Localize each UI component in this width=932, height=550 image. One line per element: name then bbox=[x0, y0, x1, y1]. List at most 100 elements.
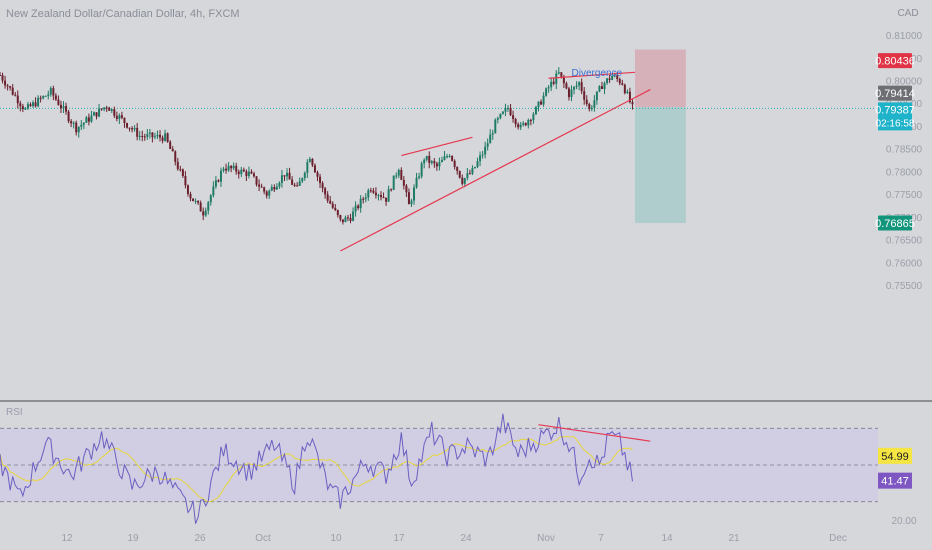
candle-body bbox=[352, 211, 355, 221]
candle-body bbox=[344, 217, 347, 223]
candle-body bbox=[466, 173, 469, 179]
candle-body bbox=[308, 158, 311, 163]
candle-body bbox=[85, 117, 88, 123]
candle-body bbox=[540, 101, 543, 105]
rsi-ma-line bbox=[0, 435, 633, 503]
candle-body bbox=[481, 154, 484, 156]
candle-body bbox=[565, 83, 568, 89]
candle-body bbox=[217, 180, 220, 182]
candle-body bbox=[189, 193, 192, 199]
candle-body bbox=[240, 169, 243, 175]
candle-body bbox=[606, 78, 609, 84]
candle-body bbox=[260, 186, 263, 188]
candle-body bbox=[324, 188, 327, 195]
candle-body bbox=[326, 194, 329, 201]
candle-body bbox=[387, 189, 390, 202]
target-price-label-bg bbox=[878, 215, 912, 231]
trendline-3 bbox=[548, 71, 636, 79]
stop-loss-zone bbox=[635, 49, 686, 108]
candle-body bbox=[237, 171, 240, 175]
candle-body bbox=[583, 91, 586, 100]
candle-body bbox=[374, 192, 377, 196]
candle-body bbox=[547, 87, 550, 89]
candle-body bbox=[192, 198, 195, 202]
candle-body bbox=[265, 191, 268, 196]
candle-body bbox=[593, 100, 596, 108]
candle-body bbox=[588, 104, 591, 110]
candle-body bbox=[258, 184, 261, 187]
candle-body bbox=[595, 91, 598, 101]
candle-body bbox=[334, 207, 337, 211]
candle-body bbox=[174, 151, 177, 162]
target-price-label: 0.76865 bbox=[875, 218, 915, 230]
rsi-line bbox=[0, 413, 633, 524]
candle-body bbox=[430, 161, 433, 163]
time-tick-label: Oct bbox=[255, 533, 271, 544]
candle-body bbox=[270, 187, 273, 191]
candle-body bbox=[11, 87, 14, 95]
candle-body bbox=[573, 86, 576, 90]
candle-body bbox=[143, 136, 146, 138]
trendline-2 bbox=[401, 136, 473, 157]
candle-body bbox=[372, 190, 375, 193]
candle-body bbox=[473, 167, 476, 169]
candle-body bbox=[479, 155, 482, 162]
time-tick-label: 17 bbox=[393, 533, 405, 544]
candle-body bbox=[575, 85, 578, 87]
candle-body bbox=[415, 177, 418, 188]
candle-body bbox=[14, 94, 17, 96]
candle-body bbox=[209, 195, 212, 203]
candle-body bbox=[395, 175, 398, 177]
candle-body bbox=[311, 158, 314, 166]
candle-body bbox=[255, 176, 258, 185]
candle-body bbox=[613, 75, 616, 77]
price-axis-currency: CAD bbox=[897, 8, 918, 19]
candle-body bbox=[113, 109, 116, 116]
candle-body bbox=[92, 112, 95, 116]
candle-body bbox=[90, 115, 93, 122]
candle-body bbox=[438, 162, 441, 167]
candle-body bbox=[296, 185, 299, 187]
candle-body bbox=[329, 200, 332, 204]
candle-body bbox=[420, 163, 423, 177]
candle-body bbox=[138, 135, 141, 137]
candle-body bbox=[362, 198, 365, 200]
candle-body bbox=[108, 107, 111, 111]
candle-body bbox=[225, 168, 228, 171]
candle-body bbox=[131, 128, 134, 130]
time-tick-label: 21 bbox=[728, 533, 740, 544]
candle-body bbox=[507, 108, 509, 110]
candle-body bbox=[316, 172, 319, 177]
candle-body bbox=[522, 123, 525, 125]
candle-body bbox=[0, 75, 1, 77]
candle-body bbox=[623, 84, 626, 94]
candle-body bbox=[212, 186, 215, 196]
candle-body bbox=[148, 132, 151, 135]
candle-body bbox=[484, 146, 487, 155]
time-tick-label: 26 bbox=[194, 533, 206, 544]
candle-body bbox=[253, 173, 255, 177]
candle-body bbox=[433, 161, 436, 164]
candle-body bbox=[501, 111, 504, 114]
stop-price-label: 0.80436 bbox=[875, 56, 915, 68]
candle-body bbox=[440, 159, 443, 163]
candle-body bbox=[552, 81, 555, 84]
candle-body bbox=[126, 123, 128, 128]
candle-body bbox=[47, 94, 50, 96]
candle-body bbox=[222, 168, 225, 171]
chart-title: New Zealand Dollar/Canadian Dollar, 4h, … bbox=[6, 8, 240, 20]
candle-body bbox=[161, 137, 164, 141]
candle-body bbox=[283, 175, 286, 177]
candle-body bbox=[550, 81, 553, 88]
candle-body bbox=[410, 200, 413, 205]
candle-body bbox=[207, 202, 210, 211]
candle-body bbox=[321, 183, 324, 189]
time-tick-label: 14 bbox=[661, 533, 673, 544]
candle-body bbox=[37, 97, 40, 107]
candle-body bbox=[359, 198, 362, 209]
trendline-1 bbox=[340, 89, 651, 252]
price-tick-label: 0.76500 bbox=[886, 236, 923, 247]
candle-body bbox=[123, 117, 126, 124]
candle-body bbox=[204, 210, 207, 216]
